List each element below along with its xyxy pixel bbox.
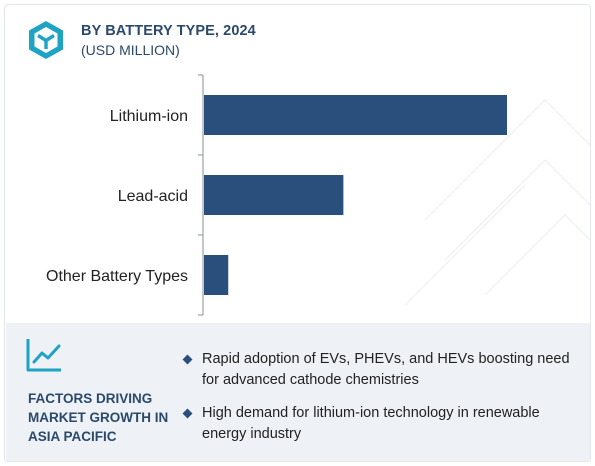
factor-item: Rapid adoption of EVs, PHEVs, and HEVs b… xyxy=(182,349,582,391)
diamond-bullet-icon xyxy=(182,408,193,419)
factor-item: High demand for lithium-ion technology i… xyxy=(182,403,582,445)
factor-text: Rapid adoption of EVs, PHEVs, and HEVs b… xyxy=(202,351,570,388)
brand-logo-icon xyxy=(29,21,63,59)
category-label: Other Battery Types xyxy=(46,268,188,285)
background-decoration xyxy=(404,99,590,306)
factors-title: FACTORS DRIVING MARKET GROWTH IN ASIA PA… xyxy=(28,391,169,444)
category-label: Lead-acid xyxy=(118,188,188,205)
bar-lead-acid xyxy=(204,175,344,215)
bar-chart: Lithium-ion Lead-acid Other Battery Types xyxy=(46,74,507,316)
factors-panel: FACTORS DRIVING MARKET GROWTH IN ASIA PA… xyxy=(6,323,590,461)
chart-title: BY BATTERY TYPE, 2024 xyxy=(81,23,256,39)
category-label: Lithium-ion xyxy=(110,108,188,125)
factors-list: Rapid adoption of EVs, PHEVs, and HEVs b… xyxy=(182,349,582,457)
report-card: BY BATTERY TYPE, 2024 (USD MILLION) Lith… xyxy=(4,4,591,462)
factor-text: High demand for lithium-ion technology i… xyxy=(202,405,540,442)
line-chart-icon xyxy=(26,339,61,372)
bar-other-battery-types xyxy=(204,255,229,295)
bar-lithium-ion xyxy=(204,95,507,135)
chart-subtitle: (USD MILLION) xyxy=(81,42,180,58)
diamond-bullet-icon xyxy=(182,354,193,365)
